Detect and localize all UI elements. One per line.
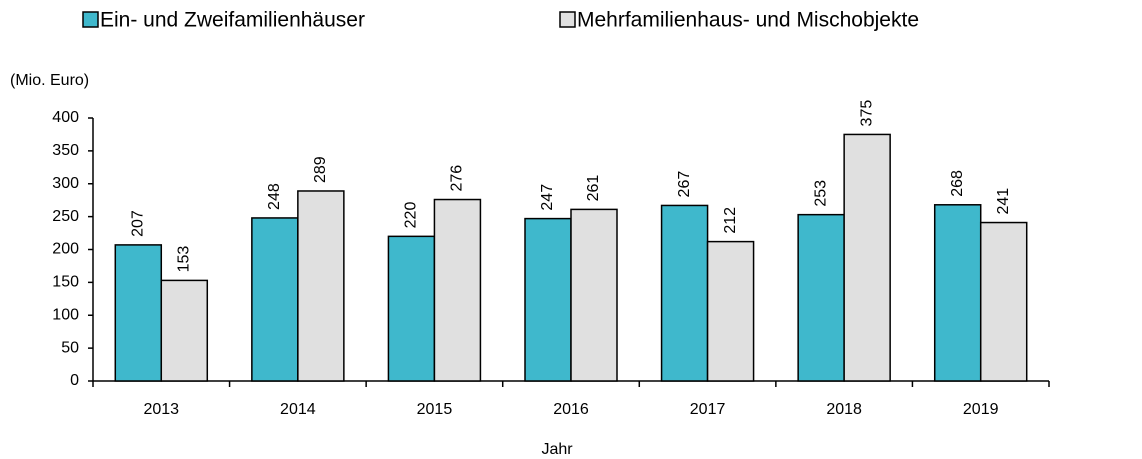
value-label: 261 — [585, 175, 602, 202]
y-tick-label: 0 — [70, 372, 79, 389]
y-tick-label: 100 — [52, 306, 79, 323]
y-tick-label: 300 — [52, 175, 79, 192]
y-tick-label: 250 — [52, 208, 79, 225]
bar — [660, 204, 709, 382]
y-tick-label: 400 — [52, 109, 79, 126]
bar — [114, 244, 163, 382]
x-tick-label: 2018 — [826, 401, 862, 418]
x-tick-label: 2013 — [143, 401, 179, 418]
y-tick-label: 350 — [52, 142, 79, 159]
bar — [933, 204, 982, 382]
bar — [979, 221, 1028, 382]
x-axis-label: Jahr — [541, 441, 573, 458]
bar — [160, 279, 209, 382]
legend-swatch — [559, 11, 576, 28]
value-label: 207 — [130, 210, 147, 237]
value-label: 253 — [812, 180, 829, 207]
legend-label: Mehrfamilienhaus- und Mischobjekte — [577, 9, 919, 32]
legend-swatch — [82, 11, 99, 28]
bar — [524, 217, 572, 382]
value-label: 247 — [539, 184, 556, 211]
value-label: 276 — [449, 165, 466, 192]
value-label: 289 — [312, 156, 329, 183]
bar — [387, 235, 436, 382]
x-tick-label: 2014 — [280, 401, 316, 418]
y-tick-label: 150 — [52, 274, 79, 291]
value-label: 248 — [266, 183, 283, 210]
y-tick-label: 50 — [61, 339, 79, 356]
x-tick-label: 2017 — [690, 401, 726, 418]
x-tick-label: 2015 — [417, 401, 453, 418]
bar — [251, 217, 299, 382]
legend-label: Ein- und Zweifamilienhäuser — [100, 9, 365, 32]
bar — [843, 133, 891, 382]
y-axis-label: (Mio. Euro) — [10, 72, 89, 89]
bar — [797, 213, 845, 382]
x-tick-label: 2016 — [553, 401, 589, 418]
value-label: 212 — [722, 207, 739, 234]
value-label: 241 — [995, 188, 1012, 215]
bar — [433, 198, 482, 382]
value-label: 153 — [176, 246, 193, 273]
bar — [706, 240, 755, 382]
value-label: 375 — [858, 100, 875, 127]
y-tick-label: 200 — [52, 241, 79, 258]
x-tick-label: 2019 — [963, 401, 999, 418]
bar — [570, 208, 618, 382]
value-label: 267 — [676, 171, 693, 198]
value-label: 220 — [403, 202, 420, 229]
value-label: 268 — [949, 170, 966, 197]
bar — [297, 190, 345, 382]
